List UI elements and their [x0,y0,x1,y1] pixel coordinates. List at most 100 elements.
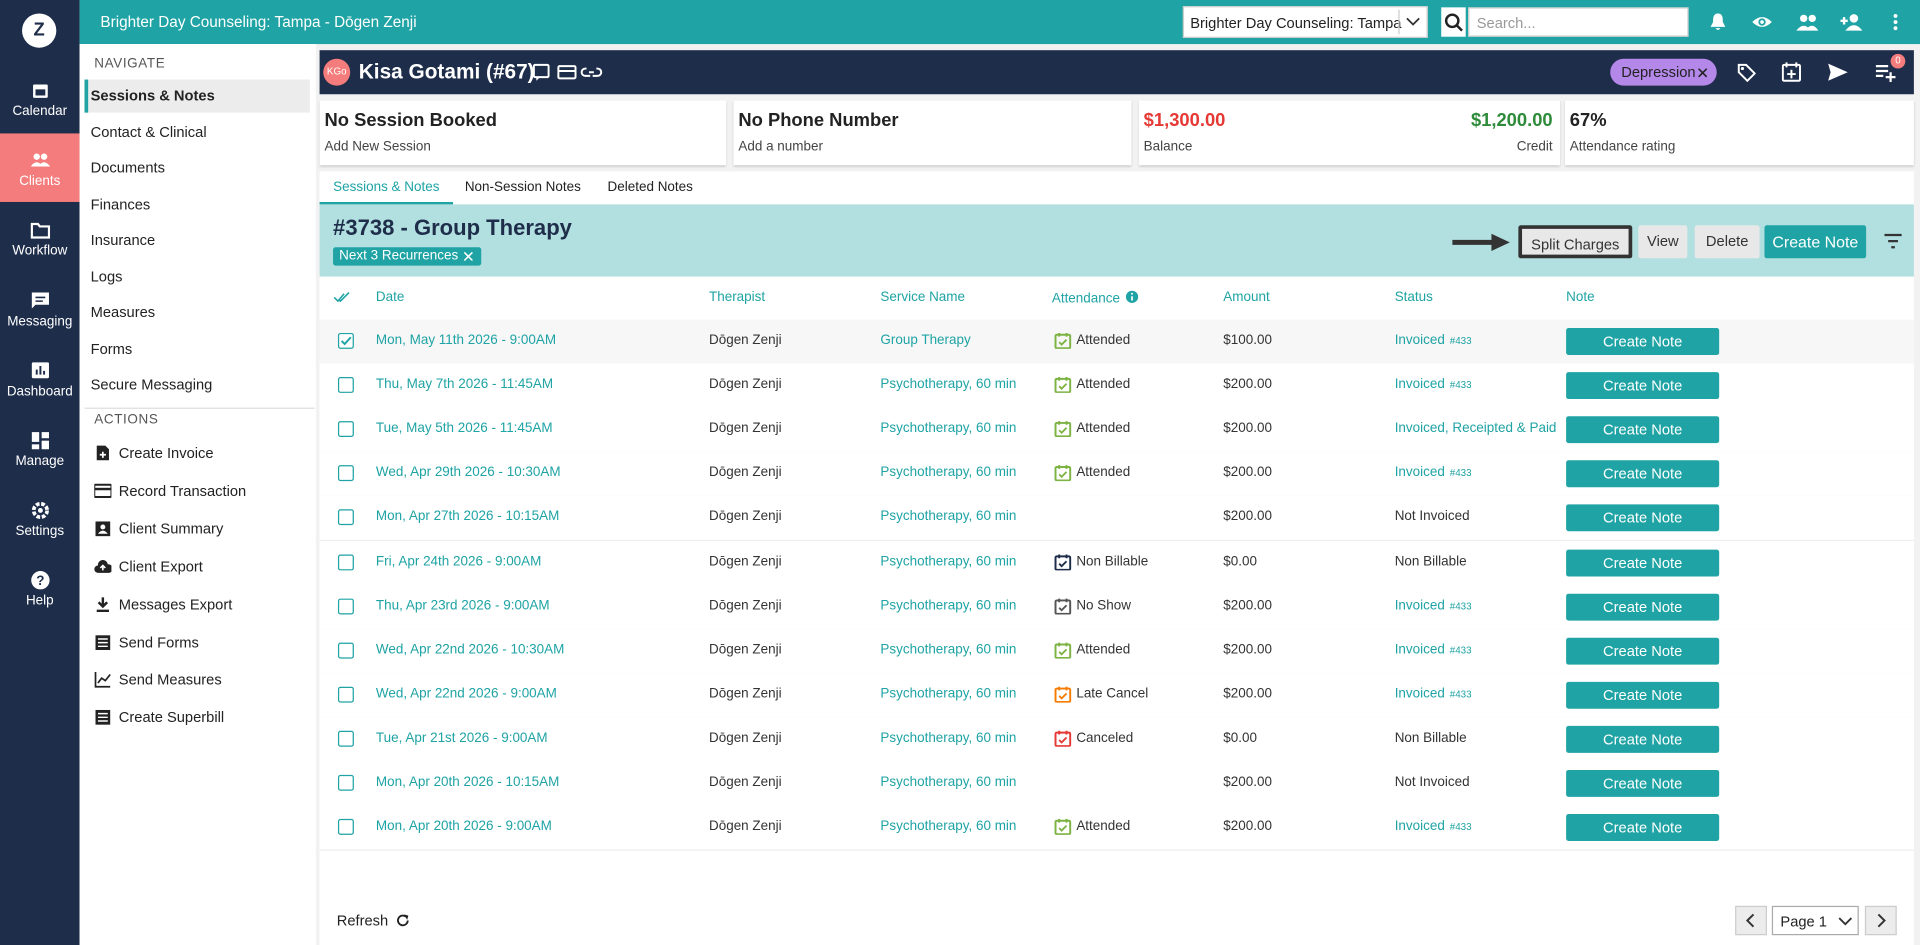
status[interactable]: Invoiced #433 [1395,466,1472,481]
tag-icon[interactable] [1736,62,1756,83]
action-item[interactable]: Client Export [94,552,203,581]
action-item[interactable]: Create Invoice [94,438,214,467]
service-name[interactable]: Psychotherapy, 60 min [880,819,1017,834]
session-button[interactable]: Create Note [1764,225,1867,259]
nav-item[interactable]: Sessions & Notes [84,79,310,113]
location-select[interactable]: Brighter Day Counseling: Tampa [1182,6,1428,38]
phone-card[interactable]: No Phone Number Add a number [733,100,1132,166]
row-checkbox[interactable] [337,332,354,349]
list-add-icon[interactable] [1875,62,1897,83]
status[interactable]: Invoiced #433 [1395,333,1472,348]
session-date[interactable]: Tue, May 5th 2026 - 11:45AM [375,421,553,437]
session-date[interactable]: Fri, Apr 24th 2026 - 9:00AM [375,553,542,569]
refresh-button[interactable]: Refresh [337,912,411,929]
eye-icon[interactable] [1751,12,1773,32]
add-person-icon[interactable] [1840,12,1863,32]
create-note-button[interactable]: Create Note [1566,328,1720,355]
action-item[interactable]: Messages Export [94,590,232,619]
sidebar-item[interactable]: Clients [0,151,80,189]
recurrence-chip[interactable]: Next 3 Recurrences [333,247,482,266]
row-checkbox[interactable] [337,730,354,747]
row-checkbox[interactable] [337,774,354,791]
service-name[interactable]: Psychotherapy, 60 min [880,686,1017,702]
nav-item[interactable]: Forms [90,339,133,357]
service-name[interactable]: Psychotherapy, 60 min [880,377,1017,392]
create-note-button[interactable]: Create Note [1566,504,1720,532]
session-date[interactable]: Mon, Apr 20th 2026 - 10:15AM [375,774,560,790]
create-note-button[interactable]: Create Note [1566,814,1720,842]
create-note-button[interactable]: Create Note [1566,725,1720,753]
session-date[interactable]: Wed, Apr 22nd 2026 - 10:30AM [375,642,565,657]
service-name[interactable]: Psychotherapy, 60 min [880,553,1017,569]
session-button[interactable]: View [1638,225,1688,259]
sidebar-item[interactable]: Workflow [0,221,80,259]
select-all-icon[interactable] [333,291,350,303]
service-name[interactable]: Psychotherapy, 60 min [880,509,1017,525]
session-date[interactable]: Mon, Apr 20th 2026 - 9:00AM [375,819,552,834]
tab[interactable]: Non-Session Notes [464,179,581,195]
session-button[interactable]: Split Charges [1518,225,1633,259]
attendance-card[interactable]: 67% Attendance rating [1564,100,1914,166]
session-date[interactable]: Mon, Apr 27th 2026 - 10:15AM [375,509,560,525]
tag-remove[interactable] [1698,68,1707,78]
nav-item[interactable]: Measures [90,303,156,321]
bell-icon[interactable] [1708,12,1728,32]
calendar-add-icon[interactable] [1781,61,1802,82]
session-date[interactable]: Thu, May 7th 2026 - 11:45AM [375,377,554,392]
nav-item[interactable]: Contact & Clinical [90,123,207,141]
create-note-button[interactable]: Create Note [1566,372,1720,400]
filter-icon[interactable] [1883,233,1903,250]
create-note-button[interactable]: Create Note [1566,769,1720,797]
tab[interactable]: Deleted Notes [607,179,693,195]
prev-page[interactable] [1735,905,1767,936]
action-item[interactable]: Send Measures [94,665,222,694]
sidebar-item[interactable]: Calendar [0,81,80,119]
row-checkbox[interactable] [337,509,354,526]
page-select[interactable]: Page 1 [1771,905,1859,936]
session-date[interactable]: Tue, Apr 21st 2026 - 9:00AM [375,730,548,746]
service-name[interactable]: Group Therapy [880,332,971,348]
tag-chip[interactable]: Depression [1610,58,1717,86]
status[interactable]: Invoiced #433 [1395,686,1472,701]
nav-item[interactable]: Finances [90,195,151,213]
send-icon[interactable] [1827,62,1849,82]
status[interactable]: Invoiced #433 [1395,377,1472,392]
session-card[interactable]: No Session Booked Add New Session [319,100,727,166]
search-input[interactable]: Search... [1468,7,1689,37]
row-checkbox[interactable] [337,421,354,438]
service-name[interactable]: Psychotherapy, 60 min [880,774,1017,790]
create-note-button[interactable]: Create Note [1566,593,1720,621]
action-item[interactable]: Send Forms [94,627,199,656]
menu-icon[interactable] [1892,12,1899,32]
logo[interactable]: Z [22,13,57,48]
client-icons[interactable] [532,62,611,82]
row-checkbox[interactable] [337,819,354,835]
create-note-button[interactable]: Create Note [1566,460,1720,488]
service-name[interactable]: Psychotherapy, 60 min [880,730,1017,746]
row-checkbox[interactable] [337,377,354,394]
status[interactable]: Invoiced #433 [1395,642,1472,657]
sidebar-item[interactable]: ? Help [0,571,80,609]
action-item[interactable]: Record Transaction [94,476,246,505]
row-checkbox[interactable] [337,553,354,570]
create-note-button[interactable]: Create Note [1566,416,1720,444]
next-page[interactable] [1864,905,1897,936]
row-checkbox[interactable] [337,598,354,615]
balance-card[interactable]: $1,300.00 Balance $1,200.00 Credit [1138,100,1561,166]
status[interactable]: Invoiced #433 [1395,598,1472,613]
session-date[interactable]: Wed, Apr 22nd 2026 - 9:00AM [375,686,557,702]
nav-item[interactable]: Documents [90,159,165,177]
row-checkbox[interactable] [337,686,354,703]
session-date[interactable]: Thu, Apr 23rd 2026 - 9:00AM [375,598,550,613]
group-icon[interactable] [1796,12,1819,32]
service-name[interactable]: Psychotherapy, 60 min [880,642,1017,657]
service-name[interactable]: Psychotherapy, 60 min [880,465,1017,481]
tab[interactable]: Sessions & Notes [319,171,454,205]
service-name[interactable]: Psychotherapy, 60 min [880,421,1017,437]
sidebar-item[interactable]: Messaging [0,291,80,329]
action-item[interactable]: Client Summary [94,514,223,543]
sidebar-item[interactable]: Settings [0,501,80,539]
row-checkbox[interactable] [337,465,354,482]
service-name[interactable]: Psychotherapy, 60 min [880,598,1017,613]
sidebar-item[interactable]: Manage [0,431,80,469]
